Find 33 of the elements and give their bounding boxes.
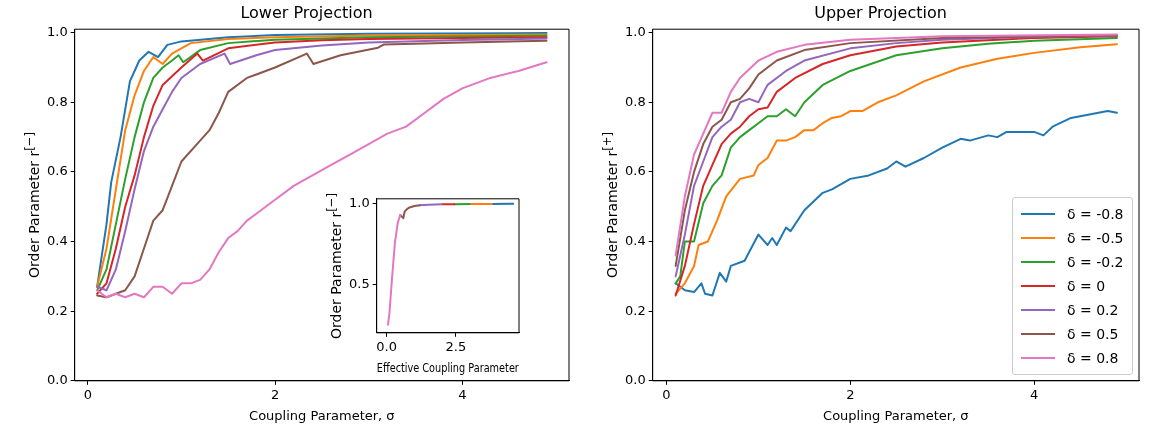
- y-tick-label: 0.4: [46, 232, 68, 248]
- legend-label: δ = 0.2: [1067, 301, 1119, 318]
- y-tick-label: 0.2: [624, 302, 646, 318]
- y-tick-label: 0.8: [46, 93, 68, 109]
- x-tick-label: 2: [846, 386, 855, 402]
- y-tick-label: 0.5: [348, 275, 370, 291]
- y-tick-label: 1.0: [624, 24, 646, 40]
- chart-title: Lower Projection: [240, 2, 373, 22]
- y-tick-label: 0.2: [46, 302, 68, 318]
- x-tick-label: 0: [83, 386, 92, 402]
- x-axis-title: Coupling Parameter, σ: [823, 407, 969, 423]
- y-tick-label: 1.0: [46, 24, 68, 40]
- legend-label: δ = -0.8: [1067, 205, 1124, 222]
- y-tick-label: 0.8: [624, 93, 646, 109]
- y-tick-label: 0.6: [46, 163, 68, 179]
- x-tick-label: 2.5: [445, 338, 467, 354]
- y-tick-label: 0.4: [624, 232, 646, 248]
- x-tick-label: 4: [1030, 386, 1039, 402]
- y-tick-label: 0.0: [46, 372, 68, 388]
- y-tick-label: 1.0: [348, 195, 370, 211]
- y-tick-label: 0.6: [624, 163, 646, 179]
- legend-label: δ = 0.5: [1067, 325, 1119, 342]
- x-tick-label: 4: [458, 386, 467, 402]
- legend-label: δ = 0.8: [1067, 349, 1119, 366]
- chart-title: Upper Projection: [814, 2, 947, 22]
- x-tick-label: 0: [662, 386, 671, 402]
- x-axis-title: Coupling Parameter, σ: [249, 407, 395, 423]
- legend-label: δ = -0.2: [1067, 253, 1124, 270]
- y-tick-label: 0.0: [624, 372, 646, 388]
- x-tick-label: 2: [270, 386, 280, 402]
- legend-label: δ = -0.5: [1067, 229, 1124, 246]
- x-axis-title: Effective Coupling Parameter: [376, 359, 520, 375]
- legend-label: δ = 0: [1067, 277, 1106, 294]
